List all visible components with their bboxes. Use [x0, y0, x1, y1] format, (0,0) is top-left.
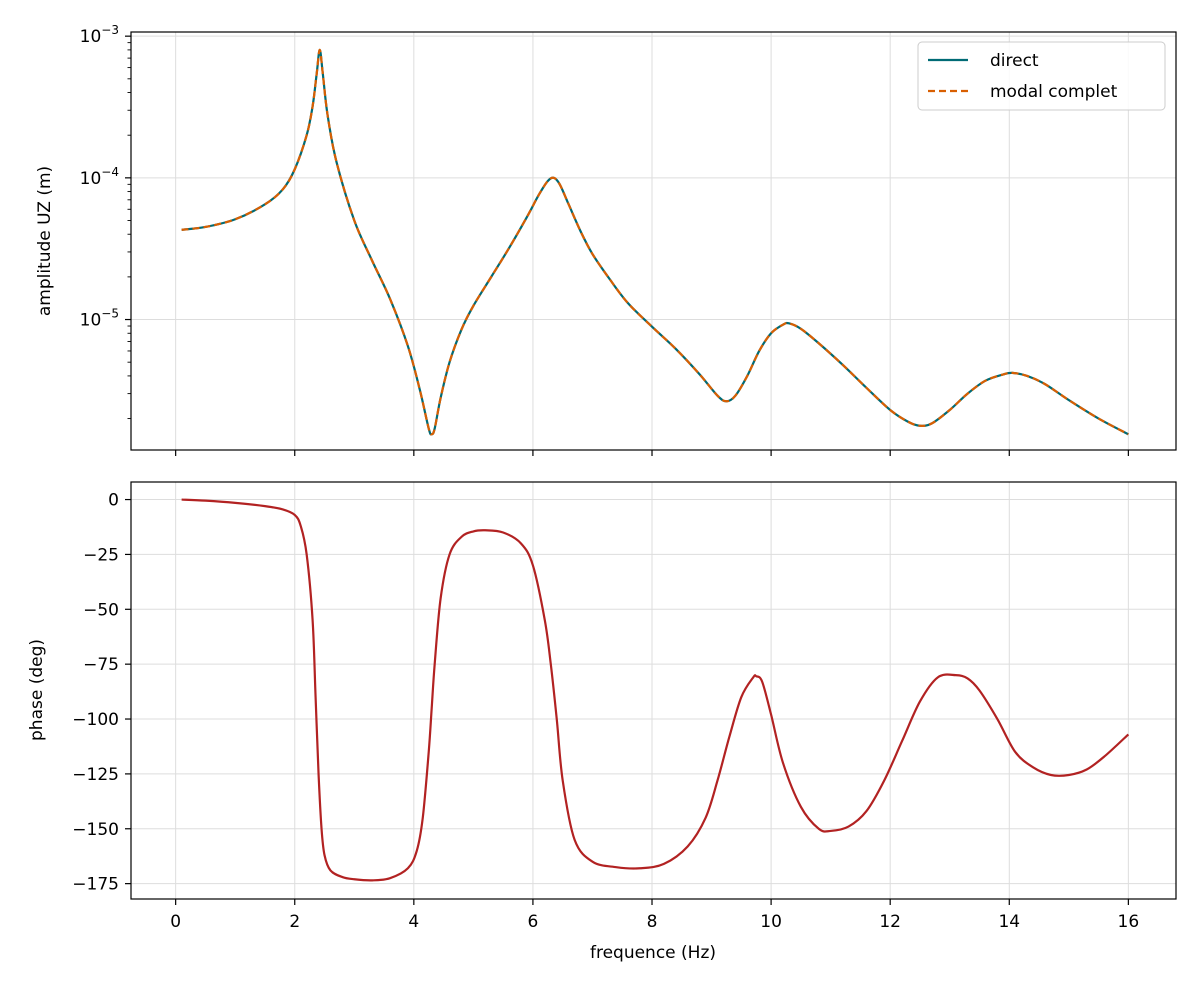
phase-series-layer: [181, 498, 1130, 882]
phase-x-tick-label: 2: [289, 912, 300, 932]
phase-x-tick-label: 6: [528, 912, 539, 932]
phase-y-tick-label: 0: [108, 491, 119, 511]
legend-label-modal-complet: modal complet: [990, 82, 1118, 102]
phase-grid: [131, 482, 1176, 899]
amplitude-y-axis-label: amplitude UZ (m): [35, 166, 55, 316]
amplitude-series-layer: [181, 48, 1129, 436]
amplitude-panel: 10−5 10−4 10−3 amplitude UZ (m) direct mod…: [35, 23, 1177, 456]
phase-x-tick-label: 12: [879, 912, 901, 932]
phase-x-tick-label: 10: [760, 912, 782, 932]
phase-panel: 0 2 4 6 8 10 12 14 160−25−50−75−100−125−150−175 …: [27, 481, 1177, 963]
phase-x-tick-label: 4: [408, 912, 419, 932]
phase-y-tick-label: −150: [72, 820, 119, 840]
phase-y-tick-label: −125: [72, 765, 119, 785]
phase-x-tick-label: 14: [998, 912, 1020, 932]
phase-x-axis-label: frequence (Hz): [590, 943, 716, 963]
phase-y-tick-label: −25: [83, 545, 119, 565]
amplitude-grid: [131, 32, 1176, 450]
phase-y-axis-label: phase (deg): [27, 639, 47, 741]
phase-y-tick-label: −50: [83, 600, 119, 620]
phase-y-tick-label: −100: [72, 710, 119, 730]
phase-x-tick-label: 8: [647, 912, 658, 932]
phase-x-tick-label: 0: [170, 912, 181, 932]
amplitude-y-tick-label: 10−3: [80, 23, 119, 47]
series-line-phase: [181, 498, 1130, 882]
amplitude-plot-frame: [130, 31, 1177, 451]
legend-frame: [917, 41, 1166, 111]
phase-ticks: 0 2 4 6 8 10 12 14 16 0 −25 −50 −75 −100 −125 −150 −175: [72, 491, 1139, 932]
amplitude-y-tick-label: 10−5: [80, 307, 119, 331]
amplitude-y-tick-label: 10−4: [80, 165, 119, 189]
phase-y-tick-label: −175: [72, 875, 119, 895]
legend-label-direct: direct: [990, 51, 1039, 71]
legend: direct modal complet: [917, 41, 1166, 111]
amplitude-ticks: 10−5 10−4 10−3: [80, 23, 1129, 456]
phase-plot-frame: [130, 481, 1177, 900]
phase-y-tick-label: −75: [83, 655, 119, 675]
phase-x-tick-label: 16: [1118, 912, 1140, 932]
series-line-modal-complet: [181, 48, 1129, 436]
